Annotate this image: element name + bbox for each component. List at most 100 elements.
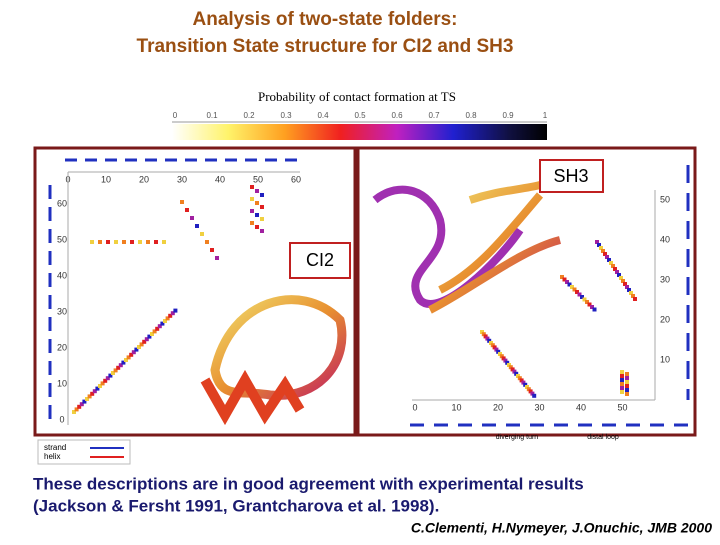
title-line: Transition State structure for CI2 and S… <box>137 36 514 57</box>
contact <box>74 407 79 412</box>
contact <box>625 376 629 380</box>
contact <box>82 399 87 404</box>
contact <box>607 258 611 262</box>
contact <box>90 391 95 396</box>
contact <box>625 388 629 392</box>
contact <box>580 295 584 299</box>
contact <box>487 338 492 343</box>
contact <box>521 380 526 385</box>
contact <box>510 367 515 372</box>
y-tick-label: 60 <box>57 198 67 208</box>
contact <box>126 355 131 360</box>
contact <box>260 205 264 209</box>
contact <box>195 224 199 228</box>
x-tick-label: 0 <box>412 402 417 412</box>
colorbar <box>172 124 547 140</box>
x-tick-label: 30 <box>177 174 187 184</box>
title-line: Analysis of two-state folders: <box>193 9 458 30</box>
contact <box>620 370 624 374</box>
colorbar-tick: 1 <box>543 111 548 120</box>
contact <box>173 308 178 313</box>
contact <box>560 275 564 279</box>
contact <box>114 240 118 244</box>
contact <box>157 324 162 329</box>
x-tick-label: 20 <box>139 174 149 184</box>
contact <box>260 229 264 233</box>
contact <box>108 373 113 378</box>
contact <box>480 330 484 334</box>
contact <box>139 342 144 347</box>
contact <box>87 394 92 399</box>
contact <box>105 376 110 381</box>
sh3-strands <box>428 181 562 314</box>
contact <box>131 350 136 355</box>
contact <box>144 337 149 342</box>
contact <box>72 410 76 414</box>
y-tick-label: 10 <box>57 378 67 388</box>
contact <box>492 345 497 350</box>
contact <box>162 240 166 244</box>
contact <box>585 300 589 304</box>
contact <box>570 285 574 289</box>
contact <box>255 201 259 205</box>
y-tick-label: 40 <box>57 270 67 280</box>
contact <box>620 378 624 382</box>
contact <box>501 356 506 361</box>
contact <box>611 264 615 268</box>
y-tick-label: 50 <box>660 194 670 204</box>
contact <box>103 378 108 383</box>
contact <box>620 382 624 386</box>
legend-text: strand <box>44 443 66 452</box>
contact <box>250 221 254 225</box>
contact <box>603 252 607 256</box>
contact <box>92 389 97 394</box>
y-tick-label: 50 <box>57 234 67 244</box>
contact <box>620 374 624 378</box>
contact <box>498 352 502 356</box>
x-tick-label: 60 <box>291 174 301 184</box>
ci2-label: CI2 <box>306 250 334 270</box>
contact <box>625 285 629 289</box>
contact <box>170 311 175 316</box>
contact <box>79 402 84 407</box>
ci2-label-box <box>289 242 351 279</box>
y-tick-label: 10 <box>660 354 670 364</box>
contact <box>619 276 623 280</box>
contact <box>633 297 637 301</box>
contact <box>590 305 594 309</box>
contact <box>601 249 605 253</box>
contact <box>111 371 115 375</box>
contact <box>160 321 165 326</box>
y-tick-label: 20 <box>660 314 670 324</box>
contact <box>605 255 609 259</box>
contact <box>134 347 139 352</box>
contact <box>200 232 204 236</box>
contact <box>185 208 189 212</box>
colorbar-tick: 0.9 <box>502 111 514 120</box>
contact <box>512 369 517 374</box>
contact <box>613 267 617 271</box>
contact <box>168 313 173 318</box>
colorbar-tick: 0.7 <box>428 111 440 120</box>
colorbar-label: Probability of contact formation at TS <box>258 89 456 104</box>
contact <box>526 387 531 392</box>
contact <box>623 282 627 286</box>
contact <box>113 368 118 373</box>
contact <box>138 240 142 244</box>
citation: C.Clementi, H.Nymeyer, J.Onuchic, JMB 20… <box>411 520 712 536</box>
contact <box>582 297 587 302</box>
sh3-label-box <box>539 159 604 193</box>
contact <box>627 288 631 292</box>
contact <box>155 326 160 331</box>
contact <box>142 339 147 344</box>
body-line: These descriptions are in good agreement… <box>33 474 584 493</box>
contact <box>260 193 264 197</box>
contact <box>565 280 569 284</box>
contact <box>609 261 613 265</box>
contact <box>577 292 582 297</box>
x-tick-label: 50 <box>617 402 627 412</box>
contact <box>595 240 599 244</box>
contact <box>210 248 214 252</box>
colorbar-tick: 0.4 <box>317 111 329 120</box>
